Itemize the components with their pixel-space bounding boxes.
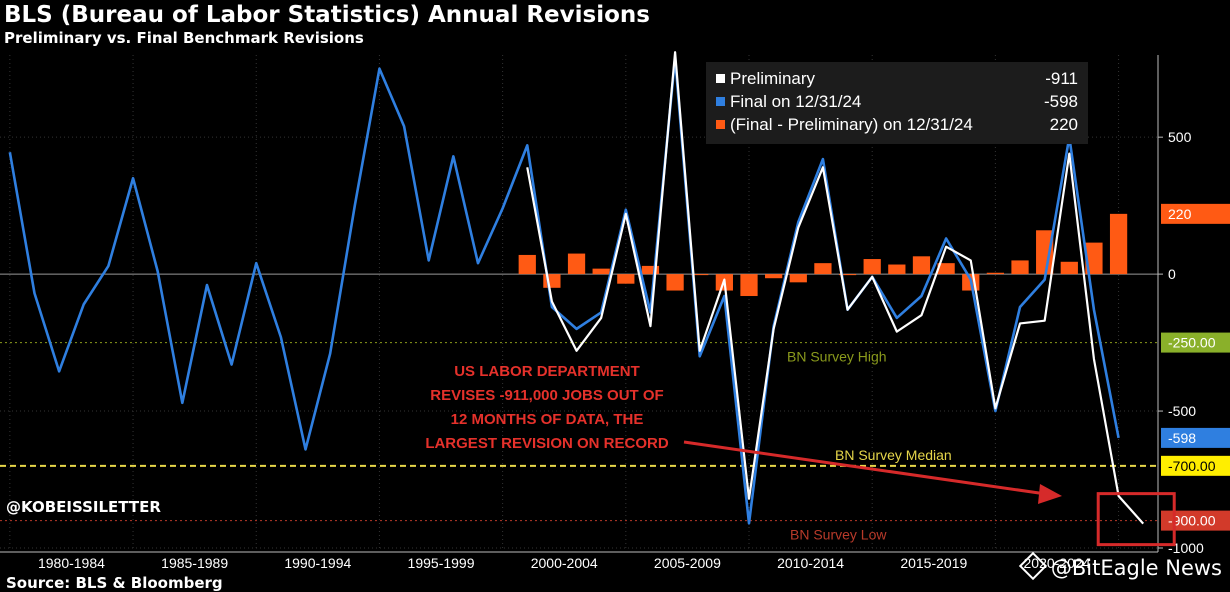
bar <box>986 272 1005 275</box>
bar <box>863 259 881 275</box>
legend-entry-preliminary: Preliminary -911 <box>716 68 1078 90</box>
legend-swatch-difference <box>716 120 725 129</box>
eagle-logo-icon <box>1018 551 1048 581</box>
reference-line-tag <box>1161 455 1230 476</box>
reference-line-label: BN Survey Low <box>790 527 887 543</box>
x-tick-label: 2010-2014 <box>777 555 844 571</box>
bar <box>1085 242 1103 275</box>
y-tick-label: 500 <box>1168 129 1192 145</box>
bar <box>937 263 955 275</box>
x-tick-label: 2015-2019 <box>900 555 967 571</box>
bar <box>543 274 561 288</box>
reference-line-label: BN Survey High <box>787 349 887 365</box>
x-tick-label: 1995-1999 <box>408 555 475 571</box>
annotation-line: US LABOR DEPARTMENT <box>454 363 640 380</box>
bar <box>765 274 783 279</box>
reference-line-tag-label: -700.00 <box>1168 458 1216 474</box>
x-tick-label: 2000-2004 <box>531 555 598 571</box>
author-handle: @KOBEISSILETTER <box>6 498 161 516</box>
watermark: @BitEagle News <box>1018 551 1222 581</box>
y-tick-label: -500 <box>1168 403 1196 419</box>
chart-subtitle: Preliminary vs. Final Benchmark Revision… <box>4 29 364 47</box>
annotation-line: REVISES -911,000 JOBS OUT OF <box>430 387 664 404</box>
annotation-line: LARGEST REVISION ON RECORD <box>425 435 669 452</box>
x-tick-label: 2020-2024 <box>1024 555 1091 571</box>
annotation-arrow <box>683 440 1047 496</box>
legend-value-final: -598 <box>1043 92 1078 111</box>
legend-label-difference: (Final - Preliminary) on 12/31/24 <box>730 115 973 134</box>
source-note: Source: BLS & Bloomberg <box>6 574 223 592</box>
legend-label-preliminary: Preliminary <box>730 69 816 88</box>
reference-line-tag <box>1161 510 1230 531</box>
x-tick-label: 1990-1994 <box>284 555 351 571</box>
bar <box>888 264 906 275</box>
last-value-tag-label: -598 <box>1168 430 1196 446</box>
bar <box>1060 261 1078 275</box>
last-value-tag <box>1161 427 1230 448</box>
annotation-arrowhead <box>1038 484 1062 504</box>
bar <box>592 268 610 275</box>
bar <box>666 274 684 291</box>
legend-swatch-final <box>716 97 725 106</box>
annotation-text: US LABOR DEPARTMENT REVISES -911,000 JOB… <box>412 360 682 456</box>
annotation-line: 12 MONTHS OF DATA, THE <box>450 411 644 428</box>
chart-title: BLS (Bureau of Labor Statistics) Annual … <box>4 2 650 28</box>
bar <box>814 263 832 275</box>
preliminary-series-line <box>526 51 1145 525</box>
legend-value-preliminary: -911 <box>1045 69 1078 88</box>
legend: Preliminary -911 Final on 12/31/24 -598 … <box>706 62 1088 144</box>
y-tick-label: 0 <box>1168 266 1176 282</box>
highlight-box <box>1096 492 1176 547</box>
legend-entry-difference: (Final - Preliminary) on 12/31/24 220 <box>716 114 1078 136</box>
bar <box>1109 213 1128 275</box>
reference-line-tag-label: -900.00 <box>1168 513 1216 529</box>
bar <box>641 265 660 275</box>
reference-line-tag <box>1161 332 1230 353</box>
bar <box>691 274 709 276</box>
x-tick-label: 2005-2009 <box>654 555 721 571</box>
bar <box>838 274 857 276</box>
bar <box>740 274 758 297</box>
bar <box>789 274 807 283</box>
watermark-text: @BitEagle News <box>1050 556 1222 580</box>
bar <box>567 253 586 275</box>
bar <box>617 274 635 284</box>
bar <box>1011 260 1029 275</box>
reference-line-label: BN Survey Median <box>835 447 952 463</box>
last-value-tag <box>1161 203 1230 224</box>
legend-value-difference: 220 <box>1049 115 1078 134</box>
legend-swatch-preliminary <box>716 74 725 83</box>
legend-label-final: Final on 12/31/24 <box>730 92 862 111</box>
x-tick-label: 1985-1989 <box>161 555 228 571</box>
bar <box>518 254 536 275</box>
x-tick-label: 1980-1984 <box>38 555 105 571</box>
bar <box>912 256 931 275</box>
last-value-tag-label: 220 <box>1168 206 1192 222</box>
bar <box>1036 230 1054 275</box>
final-series-line <box>8 56 1120 525</box>
reference-line-tag-label: -250.00 <box>1168 335 1216 351</box>
legend-entry-final: Final on 12/31/24 -598 <box>716 91 1078 113</box>
y-tick-label: -1000 <box>1168 540 1204 556</box>
